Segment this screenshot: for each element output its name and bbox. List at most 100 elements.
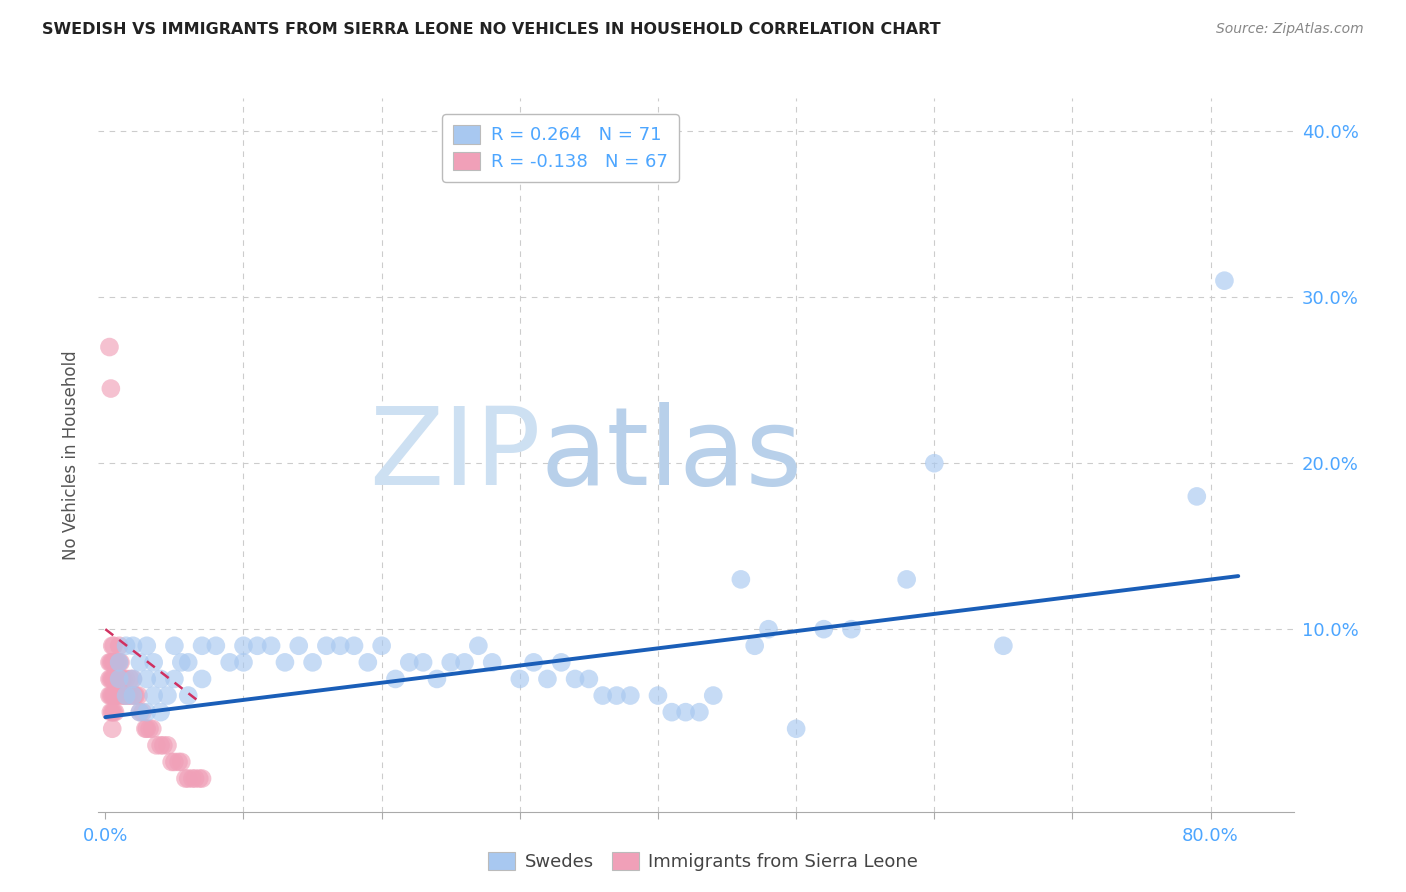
- Point: [730, 573, 752, 587]
- Point: [107, 689, 129, 703]
- Point: [122, 672, 145, 686]
- Point: [592, 689, 614, 703]
- Text: Source: ZipAtlas.com: Source: ZipAtlas.com: [1216, 22, 1364, 37]
- Text: atlas: atlas: [540, 402, 803, 508]
- Point: [993, 639, 1015, 653]
- Point: [813, 622, 835, 636]
- Point: [115, 689, 138, 703]
- Point: [101, 705, 124, 719]
- Point: [152, 739, 174, 753]
- Point: [98, 672, 121, 686]
- Point: [107, 656, 129, 670]
- Point: [110, 672, 132, 686]
- Point: [127, 689, 149, 703]
- Point: [128, 705, 150, 719]
- Point: [785, 722, 807, 736]
- Text: SWEDISH VS IMMIGRANTS FROM SIERRA LEONE NO VEHICLES IN HOUSEHOLD CORRELATION CHA: SWEDISH VS IMMIGRANTS FROM SIERRA LEONE …: [42, 22, 941, 37]
- Point: [101, 639, 124, 653]
- Point: [232, 656, 254, 670]
- Point: [108, 672, 131, 686]
- Point: [647, 689, 669, 703]
- Legend: R = 0.264   N = 71, R = -0.138   N = 67: R = 0.264 N = 71, R = -0.138 N = 67: [441, 114, 679, 182]
- Point: [578, 672, 600, 686]
- Point: [98, 340, 121, 354]
- Point: [191, 772, 214, 786]
- Point: [100, 656, 122, 670]
- Point: [108, 672, 131, 686]
- Point: [384, 672, 406, 686]
- Point: [170, 755, 193, 769]
- Point: [122, 689, 145, 703]
- Point: [104, 672, 127, 686]
- Point: [104, 689, 127, 703]
- Point: [101, 722, 124, 736]
- Point: [104, 656, 127, 670]
- Point: [246, 639, 269, 653]
- Point: [412, 656, 434, 670]
- Point: [357, 656, 380, 670]
- Point: [170, 656, 193, 670]
- Point: [758, 622, 780, 636]
- Point: [163, 639, 186, 653]
- Point: [118, 689, 141, 703]
- Text: ZIP: ZIP: [368, 402, 540, 508]
- Point: [177, 689, 200, 703]
- Point: [163, 672, 186, 686]
- Point: [125, 689, 148, 703]
- Point: [260, 639, 283, 653]
- Point: [156, 689, 179, 703]
- Point: [160, 755, 183, 769]
- Point: [98, 656, 121, 670]
- Point: [605, 689, 627, 703]
- Point: [184, 772, 207, 786]
- Point: [112, 689, 135, 703]
- Point: [142, 689, 165, 703]
- Point: [343, 639, 366, 653]
- Point: [181, 772, 204, 786]
- Point: [103, 639, 125, 653]
- Point: [107, 672, 129, 686]
- Point: [167, 755, 190, 769]
- Point: [467, 639, 489, 653]
- Point: [105, 672, 128, 686]
- Point: [1213, 274, 1236, 288]
- Point: [135, 639, 157, 653]
- Point: [232, 639, 254, 653]
- Point: [145, 739, 167, 753]
- Point: [100, 672, 122, 686]
- Point: [924, 456, 946, 470]
- Point: [135, 722, 157, 736]
- Point: [110, 656, 132, 670]
- Point: [287, 639, 309, 653]
- Point: [101, 672, 124, 686]
- Point: [108, 656, 131, 670]
- Point: [191, 672, 214, 686]
- Point: [896, 573, 918, 587]
- Point: [1185, 490, 1208, 504]
- Point: [398, 656, 420, 670]
- Point: [191, 639, 214, 653]
- Point: [100, 705, 122, 719]
- Point: [100, 382, 122, 396]
- Point: [301, 656, 323, 670]
- Point: [149, 672, 172, 686]
- Point: [619, 689, 641, 703]
- Point: [163, 755, 186, 769]
- Point: [218, 656, 240, 670]
- Point: [124, 689, 146, 703]
- Point: [103, 656, 125, 670]
- Point: [101, 656, 124, 670]
- Point: [131, 705, 153, 719]
- Point: [122, 639, 145, 653]
- Point: [101, 689, 124, 703]
- Point: [370, 639, 392, 653]
- Point: [105, 656, 128, 670]
- Point: [440, 656, 463, 670]
- Point: [675, 705, 697, 719]
- Legend: Swedes, Immigrants from Sierra Leone: Swedes, Immigrants from Sierra Leone: [481, 845, 925, 879]
- Point: [142, 656, 165, 670]
- Point: [135, 672, 157, 686]
- Point: [105, 689, 128, 703]
- Point: [111, 672, 134, 686]
- Point: [177, 656, 200, 670]
